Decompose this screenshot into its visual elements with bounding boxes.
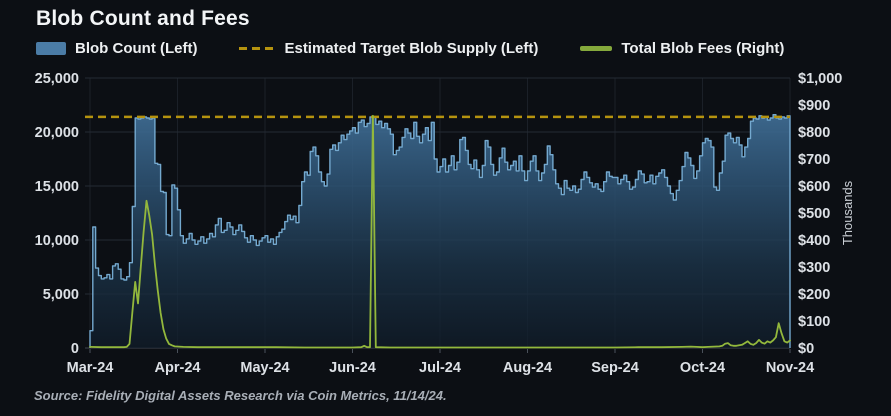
page-title: Blob Count and Fees — [36, 7, 250, 30]
right-axis-tick-label: $600 — [798, 179, 830, 195]
legend-item-blob-count: Blob Count (Left) — [36, 40, 197, 57]
x-axis-tick-label: Jul-24 — [419, 360, 461, 376]
left-axis-tick-label: 15,000 — [35, 179, 79, 195]
right-axis-tick-label: $700 — [798, 152, 830, 168]
left-axis-tick-label: 0 — [71, 341, 79, 357]
right-axis-title: Thousands — [840, 180, 855, 245]
left-axis-tick-label: 5,000 — [43, 287, 79, 303]
right-axis-tick-label: $500 — [798, 206, 830, 222]
legend-item-blob-fees: Total Blob Fees (Right) — [580, 40, 784, 57]
target-supply-swatch-icon — [239, 47, 276, 50]
total-blob-fees-line — [89, 114, 791, 349]
right-axis-tick-label: $800 — [798, 125, 830, 141]
right-axis-tick-label: $200 — [798, 287, 830, 303]
legend: Blob Count (Left) Estimated Target Blob … — [36, 40, 784, 57]
right-axis-tick-label: $400 — [798, 233, 830, 249]
left-axis-tick-label: 25,000 — [35, 71, 79, 87]
blob-count-area — [90, 114, 790, 348]
x-axis-tick-label: Apr-24 — [155, 360, 201, 376]
left-axis-tick-label: 20,000 — [35, 125, 79, 141]
right-axis-tick-label: $1,000 — [798, 71, 842, 87]
right-axis-tick-label: $0 — [798, 341, 814, 357]
right-axis-tick-label: $300 — [798, 260, 830, 276]
source-caption: Source: Fidelity Digital Assets Research… — [34, 388, 447, 403]
x-axis-tick-label: Aug-24 — [503, 360, 552, 376]
blob-fees-swatch-icon — [580, 46, 613, 51]
legend-label: Estimated Target Blob Supply (Left) — [284, 40, 539, 57]
right-axis-tick-label: $900 — [798, 98, 830, 114]
blob-count-swatch-icon — [36, 42, 66, 55]
x-axis-tick-label: Nov-24 — [766, 360, 814, 376]
blob-count-outline — [89, 114, 791, 348]
legend-label: Blob Count (Left) — [75, 40, 198, 57]
x-axis-tick-label: Jun-24 — [329, 360, 376, 376]
x-axis-tick-label: Sep-24 — [591, 360, 639, 376]
x-axis-tick-label: May-24 — [240, 360, 289, 376]
right-axis-tick-label: $100 — [798, 314, 830, 330]
legend-item-target-supply: Estimated Target Blob Supply (Left) — [239, 40, 538, 57]
left-axis-tick-label: 10,000 — [35, 233, 79, 249]
x-axis-tick-label: Oct-24 — [680, 360, 725, 376]
x-axis-tick-label: Mar-24 — [67, 360, 114, 376]
legend-label: Total Blob Fees (Right) — [621, 40, 785, 57]
